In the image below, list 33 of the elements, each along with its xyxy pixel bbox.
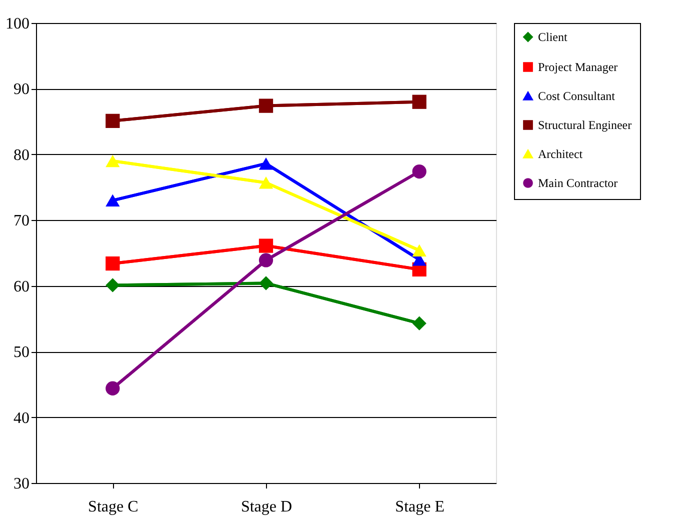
- point: [412, 94, 426, 109]
- point: [258, 253, 274, 268]
- y-tick-label: 60: [14, 278, 30, 296]
- point: [258, 158, 274, 170]
- point: [412, 316, 426, 330]
- legend-label: Structural Engineer: [538, 118, 632, 132]
- point: [106, 114, 120, 128]
- point: [106, 256, 120, 271]
- y-tick-label: 100: [6, 16, 30, 32]
- legend-label: Main Contractor: [538, 176, 618, 190]
- x-tick-label: Stage C: [88, 498, 138, 516]
- x-tick-label: Stage E: [395, 498, 444, 516]
- point: [106, 381, 120, 396]
- legend-label: Client: [538, 30, 568, 44]
- point: [258, 276, 274, 290]
- y-tick-label: 50: [14, 344, 30, 362]
- y-tick-label: 40: [14, 410, 30, 427]
- legend-label: Cost Consultant: [538, 89, 616, 103]
- point: [412, 244, 426, 256]
- point: [412, 164, 426, 179]
- point: [106, 194, 120, 207]
- point: [258, 176, 274, 189]
- y-tick-label: 70: [14, 212, 30, 230]
- point: [106, 278, 120, 292]
- y-tick-label: 30: [14, 476, 30, 492]
- y-tick-label: 90: [14, 81, 30, 98]
- x-tick-label: Stage D: [240, 498, 292, 516]
- legend-label: Architect: [538, 147, 584, 161]
- point: [106, 154, 120, 168]
- y-tick-label: 80: [14, 146, 30, 164]
- legend-label: Project Manager: [538, 60, 618, 74]
- point: [258, 98, 274, 113]
- point: [258, 238, 274, 253]
